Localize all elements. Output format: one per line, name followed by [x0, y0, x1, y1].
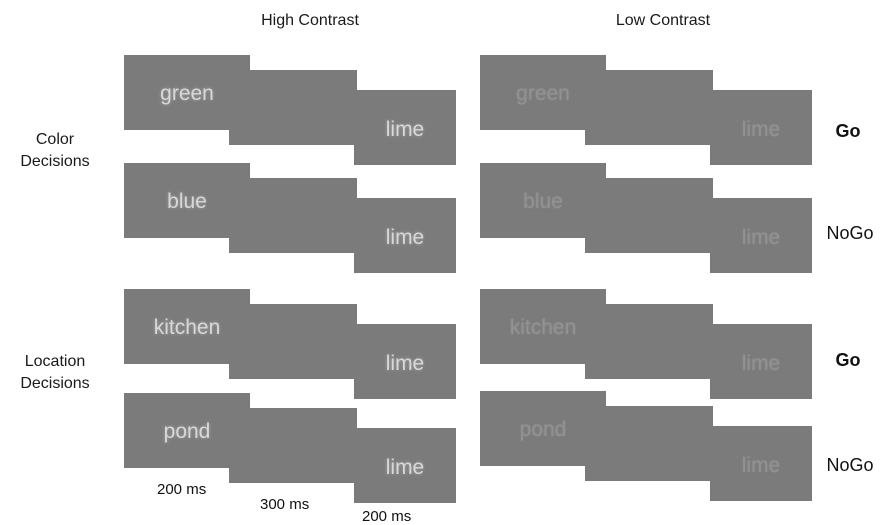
first-word: pond	[519, 418, 567, 441]
response-label-go: Go	[835, 350, 861, 370]
stimulus-frame-3	[710, 198, 812, 273]
stimulus-frame-2	[229, 408, 357, 483]
trial-low-color-go: green lime	[480, 55, 815, 165]
response-label-go: Go	[835, 121, 861, 141]
column-title-low-contrast: Low Contrast	[615, 12, 711, 29]
response-label-nogo: NoGo	[826, 223, 874, 243]
stimulus-frame-3	[354, 324, 456, 399]
second-word: lime	[741, 352, 781, 375]
trial-low-location-nogo: pond lime	[480, 391, 815, 501]
stimulus-frame-2	[585, 70, 713, 145]
row-label-line: Color	[35, 131, 75, 148]
column-title-high-contrast: High Contrast	[261, 12, 359, 29]
stimulus-frame-2	[585, 178, 713, 253]
stimulus-frame-3	[354, 428, 456, 503]
trial-high-location-go: kitchen lime	[124, 289, 459, 399]
first-word: pond	[163, 420, 211, 443]
first-word: kitchen	[153, 316, 221, 339]
stimulus-frame-3	[710, 324, 812, 399]
second-word: lime	[741, 226, 781, 249]
row-label-line: Decisions	[20, 153, 90, 170]
timing-label-second: 300 ms	[260, 496, 310, 513]
first-word: kitchen	[509, 316, 577, 339]
stimulus-frame-2	[585, 406, 713, 481]
row-label-line: Decisions	[20, 375, 90, 392]
second-word: lime	[741, 118, 781, 141]
stimulus-frame-2	[229, 70, 357, 145]
second-word: lime	[741, 454, 781, 477]
second-word: lime	[385, 456, 425, 479]
second-word: lime	[385, 226, 425, 249]
row-label-location-decisions: Location Decisions	[0, 351, 110, 395]
stimulus-frame-3	[710, 90, 812, 165]
trial-high-color-nogo: blue lime	[124, 163, 459, 273]
stimulus-frame-2	[585, 304, 713, 379]
stimulus-frame-2	[229, 178, 357, 253]
trial-low-location-go: kitchen lime	[480, 289, 815, 399]
row-label-color-decisions: Color Decisions	[0, 129, 110, 173]
response-label-nogo: NoGo	[826, 455, 874, 475]
trial-high-location-nogo: pond lime	[124, 393, 459, 503]
trial-high-color-go: green lime	[124, 55, 459, 165]
stimulus-frame-3	[354, 198, 456, 273]
trial-low-color-nogo: blue lime	[480, 163, 815, 273]
first-word: green	[160, 82, 214, 105]
timing-label-first: 200 ms	[157, 481, 207, 498]
stimulus-frame-3	[354, 90, 456, 165]
stimulus-frame-2	[229, 304, 357, 379]
first-word: blue	[523, 190, 563, 213]
first-word: green	[516, 82, 570, 105]
timing-label-third: 200 ms	[362, 508, 412, 525]
second-word: lime	[385, 352, 425, 375]
row-label-line: Location	[24, 353, 86, 370]
stimulus-frame-3	[710, 426, 812, 501]
second-word: lime	[385, 118, 425, 141]
first-word: blue	[167, 190, 207, 213]
